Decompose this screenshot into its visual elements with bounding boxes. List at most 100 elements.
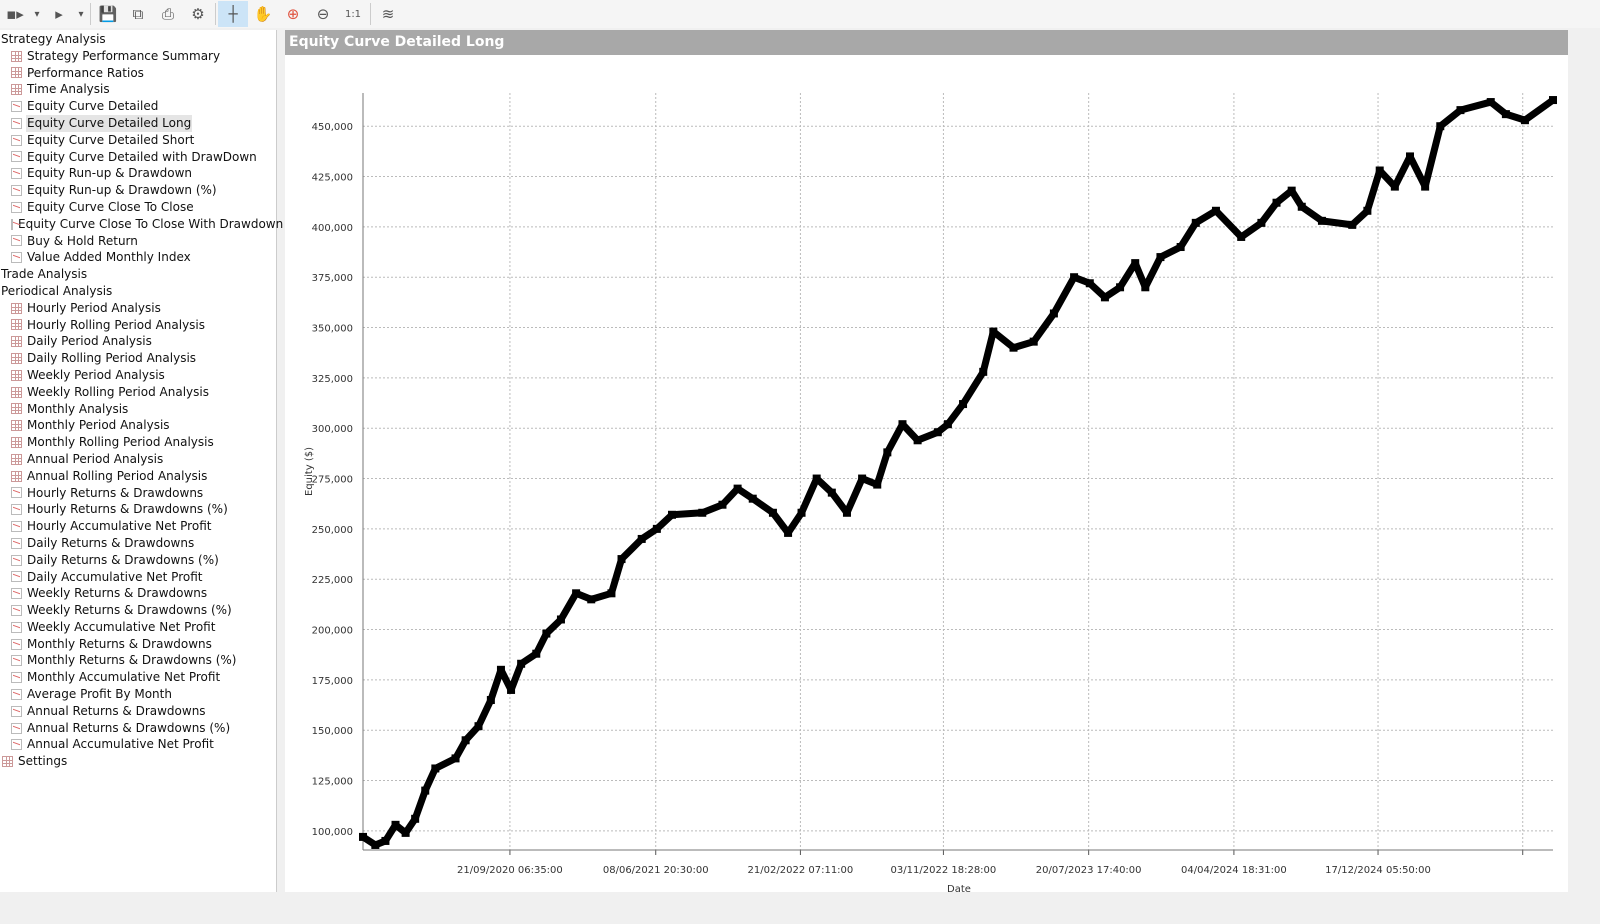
tree-item[interactable]: Annual Rolling Period Analysis (0, 468, 276, 485)
cumulative-profit-point (401, 828, 410, 837)
cumulative-profit-point (496, 665, 505, 674)
tree-item[interactable]: Equity Curve Detailed (0, 98, 276, 115)
cumulative-profit-point (1549, 96, 1557, 105)
x-tick-label: 21/02/2022 07:11:00 (748, 865, 854, 876)
cumulative-profit-point (1456, 106, 1465, 115)
tree-item[interactable]: Daily Period Analysis (0, 333, 276, 350)
chart-icon (11, 151, 22, 163)
chart-style-icon[interactable]: ≋ (381, 5, 395, 23)
cumulative-profit-point (933, 428, 942, 437)
cumulative-profit-point (1237, 232, 1246, 241)
table-icon (11, 50, 22, 62)
tree-item[interactable]: Strategy Performance Summary (0, 48, 276, 65)
tree-item[interactable]: Weekly Accumulative Net Profit (0, 619, 276, 636)
x-axis-label: Date (947, 884, 971, 892)
tree-item[interactable]: Weekly Period Analysis (0, 367, 276, 384)
y-tick-label: 450,000 (312, 122, 353, 133)
tree-item[interactable]: Time Analysis (0, 81, 276, 98)
tree-item[interactable]: Monthly Analysis (0, 401, 276, 418)
toolbar-separator (215, 3, 216, 25)
tree-group-strategy-analysis[interactable]: Strategy Analysis (0, 31, 276, 48)
tree-item[interactable]: Weekly Returns & Drawdowns (0, 585, 276, 602)
cumulative-profit-point (698, 508, 707, 517)
tree-item[interactable]: Equity Curve Close To Close (0, 199, 276, 216)
cumulative-profit-point (1176, 243, 1185, 252)
tree-item[interactable]: Average Profit By Month (0, 686, 276, 703)
chart-icon (11, 739, 22, 751)
tree-item[interactable]: Daily Returns & Drawdowns (%) (0, 552, 276, 569)
tree-item[interactable]: Hourly Returns & Drawdowns (0, 485, 276, 502)
zoom-out-icon[interactable]: ⊖ (316, 5, 330, 23)
tree-item[interactable]: Monthly Rolling Period Analysis (0, 434, 276, 451)
tree-item[interactable]: Daily Returns & Drawdowns (0, 535, 276, 552)
x-tick-label: 08/06/2021 20:30:00 (603, 865, 709, 876)
tree-item[interactable]: Equity Run-up & Drawdown (0, 165, 276, 182)
tree-item[interactable]: Hourly Accumulative Net Profit (0, 518, 276, 535)
dropdown-icon[interactable]: ▾ (34, 8, 40, 20)
tree-item[interactable]: Buy & Hold Return (0, 233, 276, 250)
settings-icon[interactable]: ⚙ (191, 5, 205, 23)
tree-item[interactable]: Hourly Returns & Drawdowns (%) (0, 501, 276, 518)
actual-size-icon[interactable]: 1:1 (344, 8, 362, 20)
tree-item-label: Equity Run-up & Drawdown (27, 166, 193, 181)
tree-item[interactable]: Monthly Period Analysis (0, 417, 276, 434)
tree-item[interactable]: Performance Ratios (0, 65, 276, 82)
y-tick-label: 400,000 (312, 223, 353, 234)
tree-item-label: Strategy Performance Summary (27, 48, 221, 63)
tree-group-label: Strategy Analysis (1, 32, 106, 46)
chart-icon (11, 604, 22, 616)
tree-item-label: Monthly Returns & Drawdowns (%) (27, 653, 237, 668)
cumulative-profit-point (1029, 337, 1038, 346)
tree-item-label: Annual Returns & Drawdowns (%) (27, 720, 231, 735)
tree-item[interactable]: Daily Accumulative Net Profit (0, 569, 276, 586)
crosshair-icon[interactable]: ┼ (218, 1, 248, 27)
forward-icon[interactable]: ▸ (55, 5, 63, 23)
tree-item[interactable]: Annual Returns & Drawdowns (%) (0, 720, 276, 737)
tree-item[interactable]: Value Added Monthly Index (0, 249, 276, 266)
cumulative-profit-point (989, 327, 998, 336)
cumulative-profit-point (1375, 166, 1384, 175)
tree-item[interactable]: Annual Returns & Drawdowns (0, 703, 276, 720)
tree-item[interactable]: Monthly Returns & Drawdowns (0, 636, 276, 653)
tree-item[interactable]: Equity Curve Detailed Short (0, 132, 276, 149)
tree-item[interactable]: Equity Curve Close To Close With Drawdow… (0, 216, 283, 233)
tree-item[interactable]: Hourly Period Analysis (0, 300, 276, 317)
panel-title: Equity Curve Detailed Long (285, 30, 1568, 55)
table-icon (11, 302, 22, 314)
tree-item-label: Hourly Returns & Drawdowns (%) (27, 502, 228, 517)
cumulative-profit-point (959, 400, 968, 409)
copy-icon[interactable]: ⧉ (132, 5, 144, 23)
tree-item[interactable]: Equity Curve Detailed Long (0, 114, 276, 132)
tree-item[interactable]: Annual Period Analysis (0, 451, 276, 468)
cumulative-profit-point (1405, 152, 1414, 161)
tree-group-trade-analysis[interactable]: Trade Analysis (0, 266, 276, 283)
chart-icon (11, 521, 22, 532)
zoom-in-icon[interactable]: ⊕ (286, 5, 300, 23)
equity-chart[interactable]: 100,000 125,000 150,000 175,000 200,000 225,0… (285, 55, 1568, 911)
tree-item[interactable]: Monthly Returns & Drawdowns (%) (0, 652, 276, 669)
y-tick-label: 275,000 (312, 475, 353, 486)
tree-item[interactable]: Weekly Rolling Period Analysis (0, 384, 276, 401)
tree-item[interactable]: Weekly Returns & Drawdowns (%) (0, 602, 276, 619)
cumulative-profit-point (507, 685, 516, 694)
tree-item[interactable]: Annual Accumulative Net Profit (0, 736, 276, 753)
tree-group-settings[interactable]: Settings (0, 753, 276, 770)
tree-item-label: Equity Curve Close To Close (27, 199, 194, 214)
tree-item[interactable]: Hourly Rolling Period Analysis (0, 317, 276, 334)
report-tree[interactable]: Strategy Analysis Strategy Performance Su… (0, 30, 283, 892)
back-icon[interactable]: ▪▸ (6, 5, 24, 23)
pan-hand-icon[interactable]: ✋ (253, 5, 273, 23)
cumulative-profit-point (1257, 218, 1266, 227)
tree-item[interactable]: Monthly Accumulative Net Profit (0, 669, 276, 686)
tree-group-periodical-analysis[interactable]: Periodical Analysis (0, 283, 276, 300)
cumulative-profit-line (361, 97, 1556, 849)
tree-item-label: Equity Curve Detailed (27, 99, 159, 114)
save-icon[interactable]: 💾 (98, 5, 118, 23)
tree-item-label: Equity Curve Detailed Short (27, 132, 195, 147)
tree-item[interactable]: Daily Rolling Period Analysis (0, 350, 276, 367)
tree-item[interactable]: Equity Curve Detailed with DrawDown (0, 149, 276, 166)
tree-item[interactable]: Equity Run-up & Drawdown (%) (0, 182, 276, 199)
cumulative-profit-point (431, 764, 440, 773)
print-icon[interactable]: ⎙ (161, 5, 174, 23)
dropdown-icon[interactable]: ▾ (78, 8, 84, 20)
